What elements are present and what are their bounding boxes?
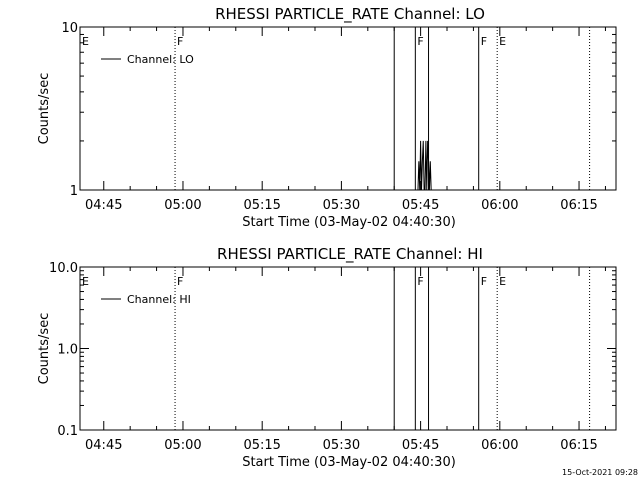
panel-hi: RHESSI PARTICLE_RATE Channel: HI 0.1 1.0 10… <box>37 245 617 470</box>
flag-label: F <box>417 275 423 288</box>
x-tick-label: 06:00 <box>481 198 518 213</box>
y-tick-label: 0.1 <box>57 424 78 439</box>
flag-label: F <box>481 275 487 288</box>
flag-label: E <box>499 35 506 48</box>
panel-lo: RHESSI PARTICLE_RATE Channel: LO 1 10 04:45… <box>37 5 617 230</box>
x-tick-label: 06:15 <box>560 438 597 453</box>
x-tick-label: 05:15 <box>243 438 280 453</box>
x-tick-label: 06:15 <box>560 198 597 213</box>
y-tick-label: 10 <box>61 21 78 36</box>
x-axis-label: Start Time (03-May-02 04:40:30) <box>242 455 456 470</box>
flag-label: F <box>177 35 183 48</box>
y-tick-label: 1 <box>70 184 78 199</box>
x-tick-label: 05:00 <box>164 198 201 213</box>
chart-title: RHESSI PARTICLE_RATE Channel: HI <box>217 245 483 264</box>
flag-label: F <box>417 35 423 48</box>
flag-label: E <box>82 275 89 288</box>
flag-label: E <box>499 275 506 288</box>
x-tick-label: 05:15 <box>243 198 280 213</box>
x-axis-label: Start Time (03-May-02 04:40:30) <box>242 215 456 230</box>
plot-frame <box>79 266 617 431</box>
series-line <box>417 140 432 191</box>
flag-label: F <box>481 35 487 48</box>
x-tick-label: 06:00 <box>481 438 518 453</box>
y-axis-label: Counts/sec <box>37 73 52 145</box>
x-tick-label: 04:45 <box>85 198 122 213</box>
x-tick-label: 05:30 <box>323 198 360 213</box>
flag-label: E <box>82 35 89 48</box>
legend-label: Channel: HI <box>127 293 191 306</box>
legend-label: Channel: LO <box>127 53 194 66</box>
flag-label: F <box>177 275 183 288</box>
y-tick-label: 10.0 <box>49 261 78 276</box>
y-axis-label: Counts/sec <box>37 313 52 385</box>
y-tick-label: 1.0 <box>57 343 78 358</box>
x-tick-label: 05:00 <box>164 438 201 453</box>
x-tick-label: 05:45 <box>402 198 439 213</box>
x-tick-label: 05:45 <box>402 438 439 453</box>
plot-frame <box>79 26 617 191</box>
x-tick-label: 05:30 <box>323 438 360 453</box>
chart-title: RHESSI PARTICLE_RATE Channel: LO <box>215 5 485 24</box>
x-tick-label: 04:45 <box>85 438 122 453</box>
footer-timestamp: 15-Oct-2021 09:28 <box>562 468 638 477</box>
